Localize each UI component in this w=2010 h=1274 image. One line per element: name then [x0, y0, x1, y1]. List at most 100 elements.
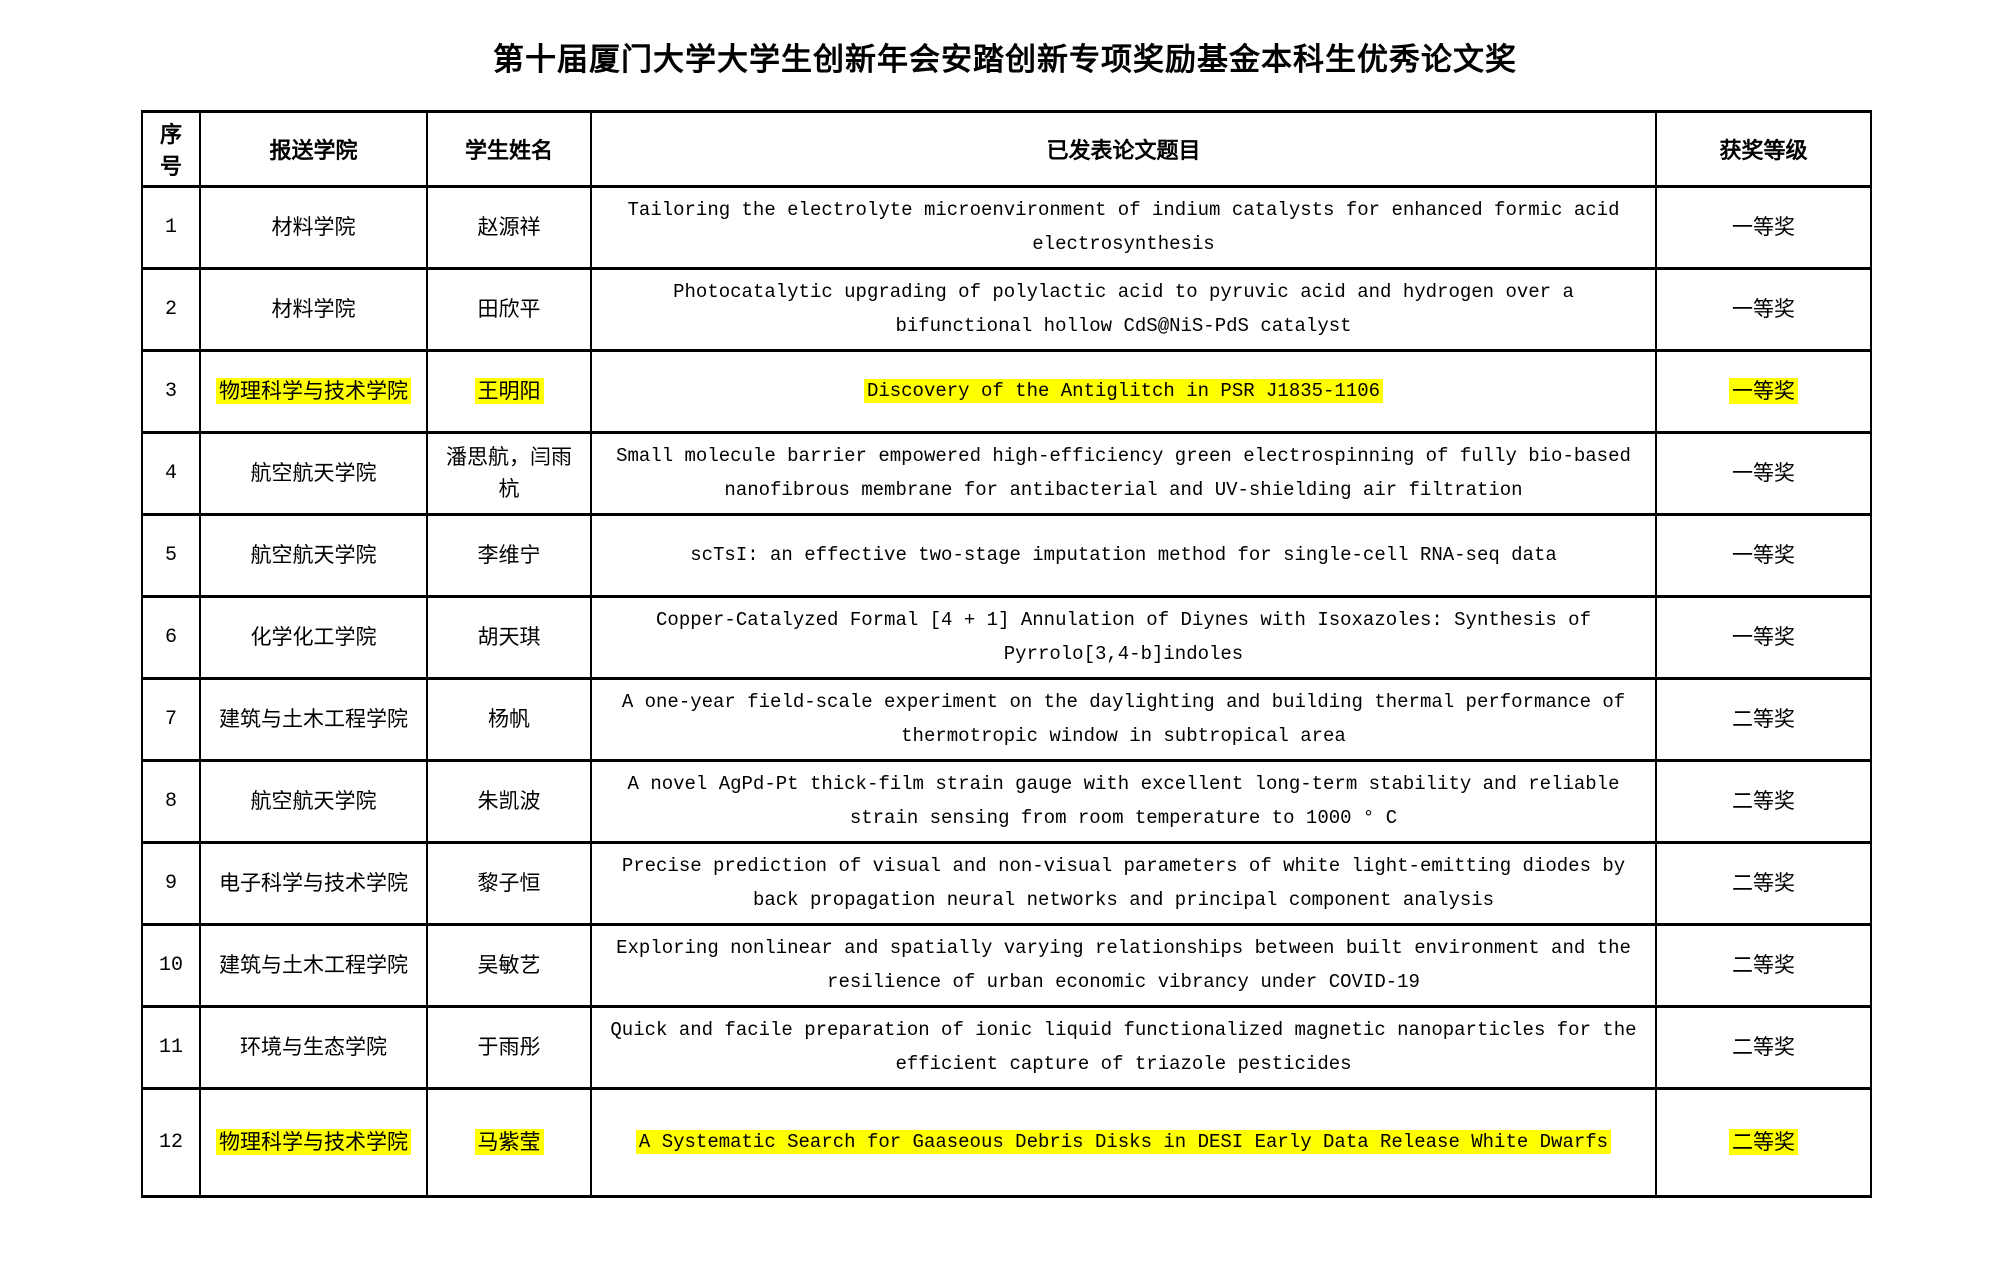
cell-award: 二等奖	[1655, 1005, 1872, 1090]
cell-paper-text: Precise prediction of visual and non-vis…	[621, 855, 1626, 911]
cell-student-text: 李维宁	[477, 542, 541, 567]
cell-student: 潘思航，闫雨杭	[426, 431, 592, 516]
table-row: 2 材料学院 田欣平 Photocatalytic upgrading of poly…	[141, 267, 1872, 352]
cell-no: 7	[141, 677, 201, 762]
cell-award-text: 二等奖	[1732, 952, 1795, 977]
cell-student-text: 杨帆	[488, 706, 530, 731]
cell-paper-text: A Systematic Search for Gaaseous Debris …	[635, 1129, 1612, 1154]
cell-paper: Tailoring the electrolyte microenvironme…	[590, 185, 1657, 270]
table-row: 11 环境与生态学院 于雨彤 Quick and facile preparation…	[141, 1005, 1872, 1090]
column-header-paper: 已发表论文题目	[590, 110, 1657, 188]
table-row: 12 物理科学与技术学院 马紫莹 A Systematic Search for Ga…	[141, 1087, 1872, 1198]
cell-paper-text: Discovery of the Antiglitch in PSR J1835…	[863, 378, 1384, 403]
cell-paper: Copper-Catalyzed Formal [4 + 1] Annulati…	[590, 595, 1657, 680]
table-row: 8 航空航天学院 朱凯波 A novel AgPd-Pt thick-film str…	[141, 759, 1872, 844]
cell-no-text: 6	[164, 626, 177, 649]
cell-no: 8	[141, 759, 201, 844]
cell-award-text: 二等奖	[1732, 706, 1795, 731]
cell-award: 二等奖	[1655, 923, 1872, 1008]
cell-paper-text: scTsI: an effective two-stage imputation…	[690, 543, 1557, 566]
table-body: 1 材料学院 赵源祥 Tailoring the electrolyte microe…	[141, 185, 1872, 1198]
cell-paper-text: Photocatalytic upgrading of polylactic a…	[673, 281, 1574, 337]
cell-student-text: 胡天琪	[477, 624, 541, 649]
cell-no: 6	[141, 595, 201, 680]
cell-no-text: 9	[164, 872, 177, 895]
cell-college-text: 物理科学与技术学院	[216, 1128, 411, 1155]
cell-paper: A one-year field-scale experiment on the…	[590, 677, 1657, 762]
cell-college: 航空航天学院	[199, 431, 428, 516]
cell-award: 二等奖	[1655, 759, 1872, 844]
table-row: 10 建筑与土木工程学院 吴敏艺 Exploring nonlinear and sp…	[141, 923, 1872, 1008]
cell-college-text: 材料学院	[271, 214, 356, 239]
cell-award: 一等奖	[1655, 513, 1872, 598]
cell-award-text: 二等奖	[1732, 788, 1795, 813]
cell-paper-text: Tailoring the electrolyte microenvironme…	[627, 199, 1620, 255]
cell-college-text: 航空航天学院	[250, 460, 377, 485]
cell-paper-text: Quick and facile preparation of ionic li…	[610, 1019, 1637, 1075]
page-title: 第十届厦门大学大学生创新年会安踏创新专项奖励基金本科生优秀论文奖	[493, 42, 1517, 78]
cell-college: 化学化工学院	[199, 595, 428, 680]
cell-college-text: 材料学院	[271, 296, 356, 321]
cell-college-text: 电子科学与技术学院	[219, 870, 408, 895]
cell-paper-text: A novel AgPd-Pt thick-film strain gauge …	[627, 773, 1620, 829]
cell-student: 于雨彤	[426, 1005, 592, 1090]
cell-no: 5	[141, 513, 201, 598]
cell-college-text: 化学化工学院	[250, 624, 377, 649]
cell-student-text: 赵源祥	[477, 214, 541, 239]
cell-no-text: 3	[164, 380, 177, 403]
cell-award-text: 一等奖	[1729, 377, 1798, 404]
cell-no-text: 1	[164, 216, 177, 239]
cell-student: 朱凯波	[426, 759, 592, 844]
cell-college-text: 环境与生态学院	[240, 1034, 387, 1059]
cell-no-text: 12	[158, 1131, 183, 1154]
cell-college: 材料学院	[199, 267, 428, 352]
cell-student: 胡天琪	[426, 595, 592, 680]
cell-college-text: 物理科学与技术学院	[216, 377, 411, 404]
cell-student: 李维宁	[426, 513, 592, 598]
cell-award: 一等奖	[1655, 185, 1872, 270]
cell-student-text: 田欣平	[477, 296, 541, 321]
cell-no-text: 4	[164, 462, 177, 485]
column-header-college: 报送学院	[199, 110, 428, 188]
cell-student: 黎子恒	[426, 841, 592, 926]
cell-paper: A novel AgPd-Pt thick-film strain gauge …	[590, 759, 1657, 844]
cell-award-text: 一等奖	[1732, 624, 1795, 649]
cell-paper: Quick and facile preparation of ionic li…	[590, 1005, 1657, 1090]
cell-no: 2	[141, 267, 201, 352]
cell-paper-text: A one-year field-scale experiment on the…	[621, 691, 1626, 747]
cell-student: 赵源祥	[426, 185, 592, 270]
cell-college: 航空航天学院	[199, 759, 428, 844]
cell-no-text: 8	[164, 790, 177, 813]
cell-paper: Exploring nonlinear and spatially varyin…	[590, 923, 1657, 1008]
cell-college: 电子科学与技术学院	[199, 841, 428, 926]
cell-paper: Discovery of the Antiglitch in PSR J1835…	[590, 349, 1657, 434]
cell-award: 二等奖	[1655, 1087, 1872, 1198]
cell-student: 马紫莹	[426, 1087, 592, 1198]
cell-award-text: 二等奖	[1732, 870, 1795, 895]
cell-award: 一等奖	[1655, 595, 1872, 680]
cell-award: 一等奖	[1655, 349, 1872, 434]
cell-college: 物理科学与技术学院	[199, 349, 428, 434]
cell-college-text: 建筑与土木工程学院	[219, 706, 408, 731]
cell-college-text: 航空航天学院	[250, 542, 377, 567]
cell-student: 王明阳	[426, 349, 592, 434]
cell-student-text: 黎子恒	[477, 870, 541, 895]
cell-no: 10	[141, 923, 201, 1008]
cell-paper: Photocatalytic upgrading of polylactic a…	[590, 267, 1657, 352]
cell-award-text: 二等奖	[1729, 1128, 1798, 1155]
table-row: 3 物理科学与技术学院 王明阳 Discovery of the Antiglitch…	[141, 349, 1872, 434]
cell-college: 建筑与土木工程学院	[199, 677, 428, 762]
cell-student: 吴敏艺	[426, 923, 592, 1008]
cell-paper: Small molecule barrier empowered high-ef…	[590, 431, 1657, 516]
cell-no: 4	[141, 431, 201, 516]
cell-award: 二等奖	[1655, 677, 1872, 762]
cell-award-text: 一等奖	[1732, 214, 1795, 239]
cell-no: 1	[141, 185, 201, 270]
cell-student: 杨帆	[426, 677, 592, 762]
cell-no: 3	[141, 349, 201, 434]
awards-table: 序号 报送学院 学生姓名 已发表论文题目 获奖等级 1 材料学院 赵源祥 Tailoring …	[141, 110, 1872, 1198]
cell-paper: Precise prediction of visual and non-vis…	[590, 841, 1657, 926]
cell-paper: scTsI: an effective two-stage imputation…	[590, 513, 1657, 598]
table-row: 1 材料学院 赵源祥 Tailoring the electrolyte microe…	[141, 185, 1872, 270]
